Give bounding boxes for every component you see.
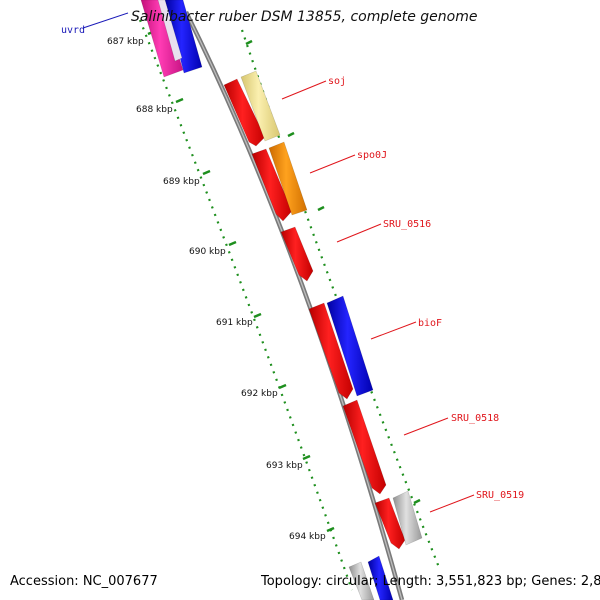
tick-label: 687 kbp <box>107 37 144 47</box>
tick-label: 689 kbp <box>163 177 200 187</box>
gene-features <box>140 0 423 600</box>
major-ticks <box>147 29 421 533</box>
tick-label: 690 kbp <box>189 247 226 257</box>
gene-sru0516-red <box>280 226 314 282</box>
gene-label-sru0516: SRU_0516 <box>383 219 431 230</box>
outer-tick-track <box>240 29 442 571</box>
tick-label: 691 kbp <box>216 318 253 328</box>
gene-biof-blue <box>326 295 374 397</box>
tick-label: 694 kbp <box>289 532 326 542</box>
accession-text: Accession: NC_007677 <box>10 574 158 589</box>
tick-label: 692 kbp <box>241 389 278 399</box>
gene-sru0518-red <box>342 399 387 495</box>
gene-spo0j-red <box>251 148 293 222</box>
gene-bottom-gray <box>348 561 375 600</box>
genome-backbone-highlight <box>185 11 403 600</box>
gene-sru0519-red <box>374 497 406 550</box>
tick-labels: 687 kbp 688 kbp 689 kbp 690 kbp 691 kbp … <box>107 37 326 542</box>
gene-uvrd-light <box>157 0 183 62</box>
tick-label: 693 kbp <box>266 461 303 471</box>
genome-title: Salinibacter ruber DSM 13855, complete g… <box>131 9 478 25</box>
gene-soj-yellow <box>240 70 281 142</box>
topology-text: Topology: circular; Length: 3,551,823 bp… <box>261 574 600 589</box>
label-leaders <box>82 12 475 513</box>
gene-bottom-blue <box>367 555 394 600</box>
gene-label-sru0518: SRU_0518 <box>451 413 499 424</box>
gene-uvrd-magenta <box>140 0 184 78</box>
gene-label-biof: bioF <box>418 318 442 329</box>
gene-label-sru0519: SRU_0519 <box>476 490 524 501</box>
gene-label-spo0j: spo0J <box>357 150 387 161</box>
genome-backbone <box>183 10 405 600</box>
gene-sru0519-gray <box>392 490 423 546</box>
tick-label: 688 kbp <box>136 105 173 115</box>
gene-biof-red <box>308 302 354 400</box>
gene-soj-red <box>223 78 266 147</box>
gene-label-uvrd: uvrd <box>61 25 85 36</box>
gene-spo0j-orange <box>268 141 308 216</box>
gene-label-soj: soj <box>328 76 346 87</box>
